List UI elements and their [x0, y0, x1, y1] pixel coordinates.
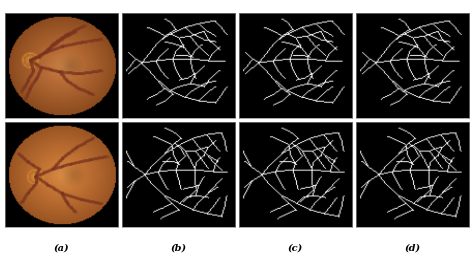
- Text: (b): (b): [171, 244, 187, 253]
- Text: (a): (a): [54, 244, 69, 253]
- Text: (c): (c): [288, 244, 303, 253]
- Text: (d): (d): [404, 244, 420, 253]
